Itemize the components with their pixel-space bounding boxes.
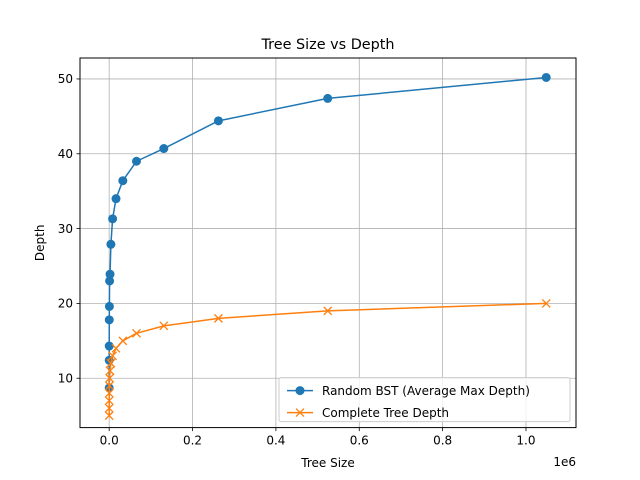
data-point-x <box>105 373 115 383</box>
data-point-x <box>104 403 114 413</box>
legend-marker <box>295 386 305 396</box>
plot-frame <box>79 57 577 429</box>
y-axis-label: Depth <box>33 225 47 262</box>
x-tick-label: 0.8 <box>433 434 452 448</box>
x-tick-label: 0.0 <box>100 434 119 448</box>
data-point-circle <box>213 116 223 126</box>
legend-box <box>278 377 571 423</box>
legend-marker <box>295 408 305 418</box>
x-tick-label: 0.2 <box>183 434 202 448</box>
plot-series <box>104 72 551 421</box>
x-axis-scale-offset: 1e6 <box>553 455 576 469</box>
y-tick-label: 50 <box>58 72 73 86</box>
data-point-x <box>111 343 121 353</box>
y-tick-label: 20 <box>58 297 73 311</box>
data-point-x <box>132 328 141 338</box>
data-point-x <box>541 298 551 308</box>
data-point-x <box>213 313 223 323</box>
data-point-circle <box>106 239 116 249</box>
series-complete-tree <box>104 298 551 421</box>
series-line <box>108 302 547 416</box>
data-point-x <box>104 396 114 406</box>
x-axis-label: Tree Size <box>300 456 354 470</box>
data-point-x <box>106 358 116 368</box>
data-point-x <box>104 388 114 398</box>
data-point-circle <box>323 93 333 103</box>
data-point-x <box>118 336 128 346</box>
data-point-x <box>159 321 169 331</box>
legend: Random BST (Average Max Depth) Complete T… <box>278 377 571 423</box>
data-point-circle <box>108 214 118 224</box>
data-point-x <box>108 351 118 361</box>
x-tick-label: 0.4 <box>266 434 285 448</box>
chart-title: Tree Size vs Depth <box>260 37 394 53</box>
legend-item: Random BST (Average Max Depth) <box>287 384 530 398</box>
data-point-circle <box>104 301 114 311</box>
grid-lines <box>80 58 576 428</box>
data-point-circle <box>104 315 114 325</box>
data-point-x <box>323 306 333 316</box>
data-point-x <box>104 411 114 421</box>
x-tick-label: 1.0 <box>516 434 535 448</box>
data-point-x <box>105 366 115 376</box>
data-point-circle <box>104 341 114 351</box>
data-point-circle <box>105 269 115 279</box>
data-point-circle <box>541 72 551 82</box>
y-tick-label: 30 <box>58 222 73 236</box>
x-tick-label: 0.6 <box>350 434 369 448</box>
data-point-circle <box>159 144 169 154</box>
data-point-circle <box>111 194 121 204</box>
legend-item: Complete Tree Depth <box>287 406 449 420</box>
data-point-x <box>104 381 114 391</box>
series-random-bst <box>104 72 551 393</box>
data-point-circle <box>131 156 141 166</box>
legend-label: Complete Tree Depth <box>322 406 449 420</box>
series-line <box>108 76 547 388</box>
axis-ticks: 0.0 0.2 0.4 0.6 0.8 1.0 10 20 30 40 50 <box>58 72 536 447</box>
y-tick-label: 40 <box>58 147 73 161</box>
data-point-circle <box>118 176 128 186</box>
y-tick-label: 10 <box>58 372 73 386</box>
legend-label: Random BST (Average Max Depth) <box>322 384 530 398</box>
